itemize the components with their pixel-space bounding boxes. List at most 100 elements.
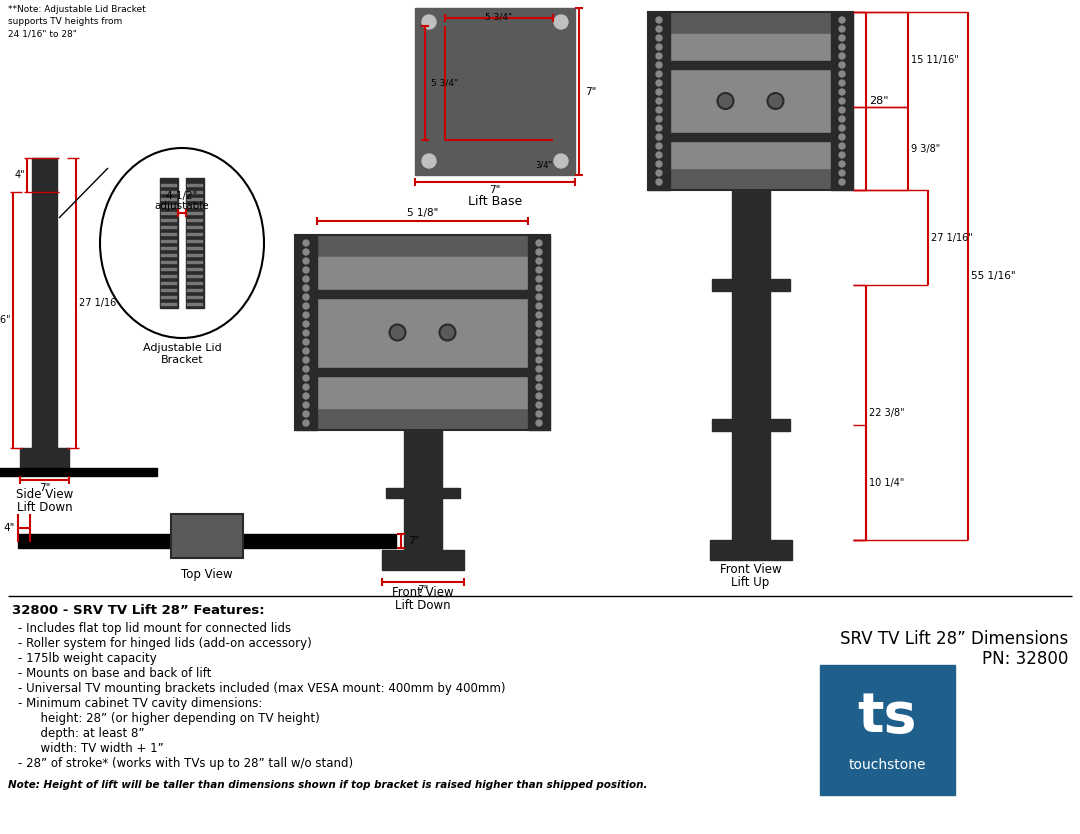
Bar — [187, 282, 203, 285]
Text: - Includes flat top lid mount for connected lids: - Includes flat top lid mount for connec… — [18, 622, 292, 635]
Bar — [187, 240, 203, 243]
Text: 24 1/16": 24 1/16" — [0, 315, 11, 325]
Circle shape — [839, 152, 845, 158]
Text: - Mounts on base and back of lift: - Mounts on base and back of lift — [18, 667, 212, 680]
Circle shape — [536, 312, 542, 318]
Bar — [712, 279, 731, 291]
Circle shape — [536, 294, 542, 300]
Bar — [769, 419, 789, 431]
Circle shape — [839, 116, 845, 122]
Text: ts: ts — [858, 690, 917, 744]
Bar — [187, 247, 203, 250]
Bar — [161, 212, 177, 215]
Circle shape — [839, 71, 845, 77]
Bar — [18, 534, 396, 548]
Text: 5 3/4": 5 3/4" — [485, 12, 513, 21]
Circle shape — [839, 125, 845, 131]
Bar — [648, 12, 670, 190]
Circle shape — [656, 134, 662, 140]
Bar — [32, 158, 57, 468]
Bar — [404, 430, 442, 568]
Bar — [161, 303, 177, 306]
Text: SRV TV Lift 28” Dimensions: SRV TV Lift 28” Dimensions — [840, 630, 1068, 648]
Bar — [670, 133, 831, 141]
Bar — [161, 275, 177, 278]
Text: Adjustable Lid: Adjustable Lid — [143, 343, 221, 353]
Bar — [670, 34, 831, 168]
Bar — [161, 233, 177, 236]
Bar — [161, 191, 177, 194]
Circle shape — [536, 366, 542, 372]
Text: Bracket: Bracket — [161, 355, 203, 365]
Bar — [187, 205, 203, 208]
Circle shape — [536, 276, 542, 282]
Circle shape — [422, 154, 436, 168]
Bar — [161, 226, 177, 229]
Circle shape — [656, 35, 662, 41]
Text: Lift Down: Lift Down — [16, 501, 72, 514]
Bar — [187, 212, 203, 215]
Circle shape — [303, 357, 309, 363]
Circle shape — [422, 15, 436, 29]
Bar — [295, 235, 318, 430]
Text: Lift Down: Lift Down — [394, 599, 450, 612]
Bar — [187, 303, 203, 306]
Bar — [831, 12, 853, 190]
Bar — [415, 8, 575, 175]
Bar — [187, 254, 203, 257]
Bar — [318, 368, 528, 375]
Bar — [186, 178, 204, 308]
Bar — [161, 296, 177, 299]
Circle shape — [554, 15, 568, 29]
Circle shape — [656, 53, 662, 59]
Circle shape — [440, 324, 456, 340]
Bar — [187, 296, 203, 299]
Text: Lift Base: Lift Base — [468, 195, 522, 208]
Bar — [161, 282, 177, 285]
Circle shape — [656, 179, 662, 185]
Bar — [21, 448, 69, 468]
Bar — [318, 257, 528, 408]
Text: 7": 7" — [408, 536, 419, 546]
Bar — [161, 205, 177, 208]
Circle shape — [656, 170, 662, 176]
Circle shape — [303, 249, 309, 255]
Circle shape — [656, 116, 662, 122]
Circle shape — [839, 62, 845, 68]
Circle shape — [303, 321, 309, 327]
Bar — [769, 279, 789, 291]
Circle shape — [839, 179, 845, 185]
Circle shape — [839, 26, 845, 32]
Circle shape — [839, 170, 845, 176]
Bar — [528, 235, 550, 430]
Bar — [820, 665, 955, 795]
Text: Top View: Top View — [181, 568, 233, 581]
Circle shape — [303, 330, 309, 336]
Bar — [161, 268, 177, 271]
Text: height: 28” (or higher depending on TV height): height: 28” (or higher depending on TV h… — [18, 712, 320, 725]
Circle shape — [536, 393, 542, 399]
Bar — [295, 235, 550, 430]
Bar — [171, 514, 243, 558]
Circle shape — [656, 107, 662, 113]
Text: 5 3/4": 5 3/4" — [431, 78, 458, 88]
Bar — [318, 289, 528, 298]
Circle shape — [839, 107, 845, 113]
Circle shape — [839, 143, 845, 149]
Circle shape — [717, 93, 733, 109]
Text: 3/4": 3/4" — [535, 160, 552, 169]
Text: 4": 4" — [3, 523, 15, 533]
Circle shape — [536, 339, 542, 345]
Text: TELEVISION: TELEVISION — [187, 538, 227, 544]
Circle shape — [303, 339, 309, 345]
Text: Lift Up: Lift Up — [731, 576, 770, 589]
Text: width: TV width + 1”: width: TV width + 1” — [18, 742, 164, 755]
Bar — [187, 261, 203, 264]
Circle shape — [303, 384, 309, 390]
Text: 28": 28" — [869, 96, 889, 106]
Bar — [161, 219, 177, 222]
Text: 22 3/8": 22 3/8" — [869, 408, 905, 418]
Circle shape — [303, 420, 309, 426]
Circle shape — [303, 366, 309, 372]
Bar — [161, 254, 177, 257]
